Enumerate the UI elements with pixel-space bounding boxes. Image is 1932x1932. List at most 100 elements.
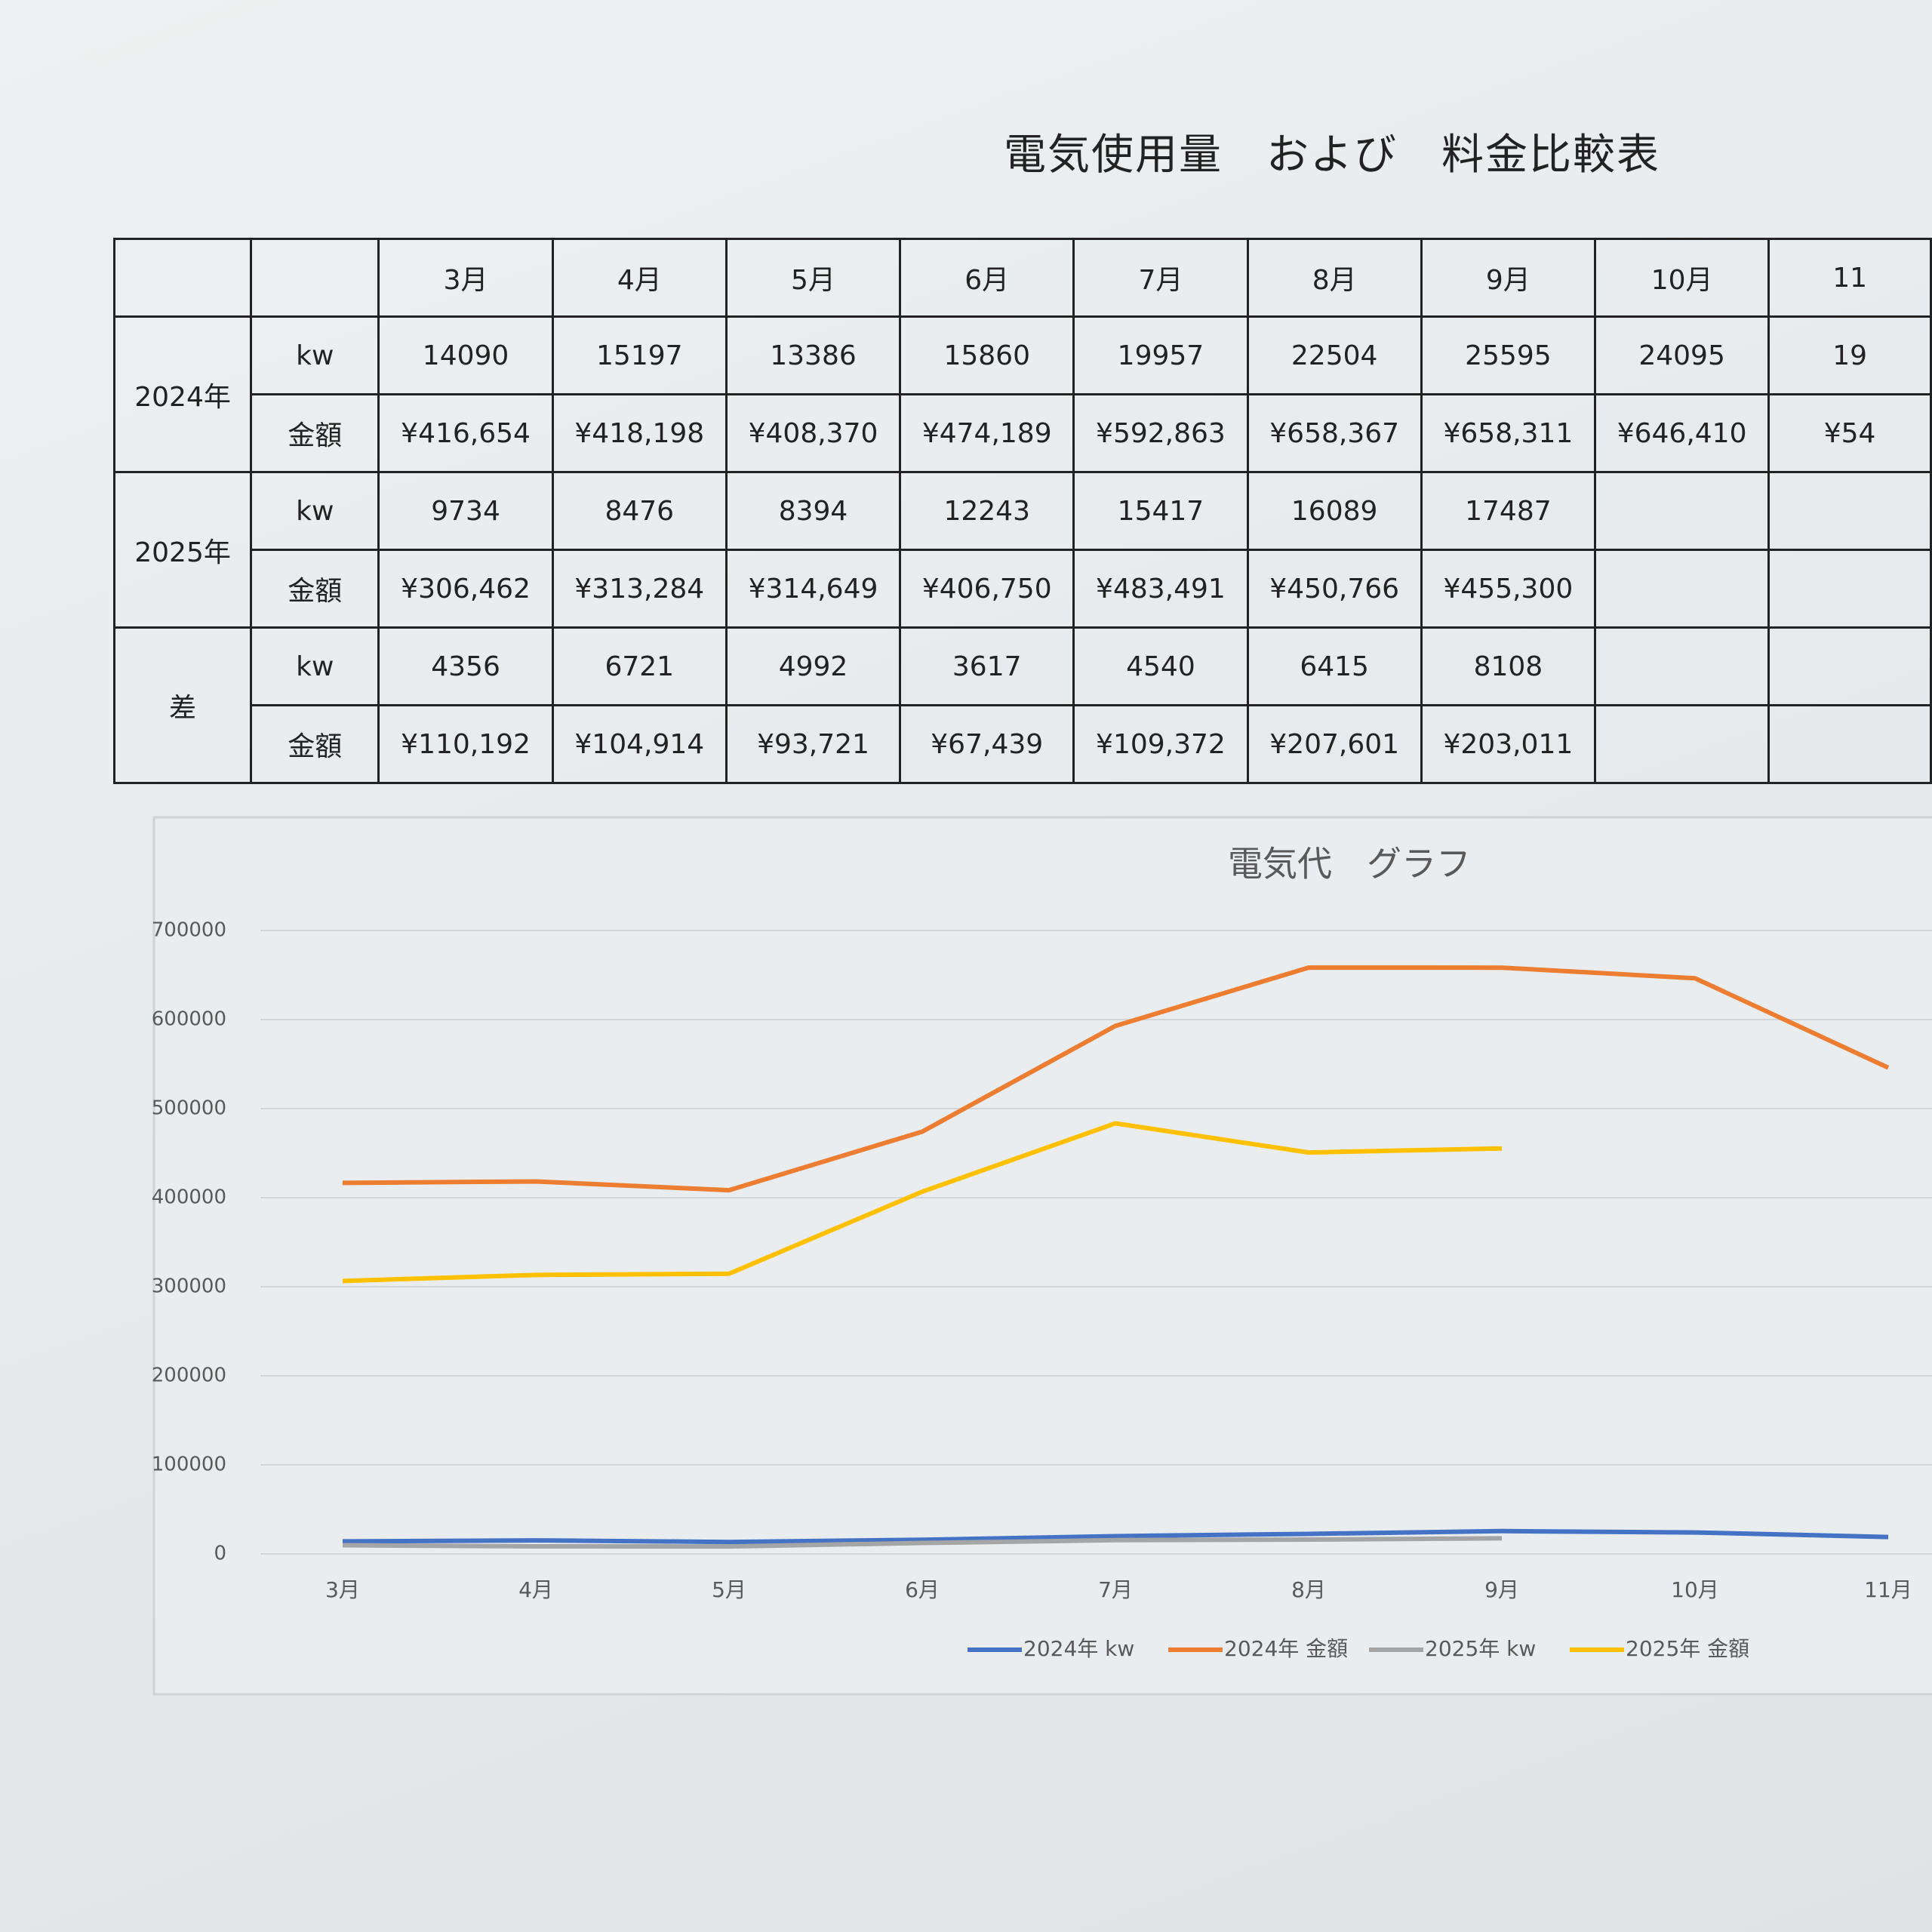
legend-label: 2025年 kw	[1425, 1636, 1536, 1661]
row-label: kw	[250, 626, 380, 706]
value-cell: 6721	[551, 626, 728, 706]
value-cell: 19957	[1072, 315, 1249, 395]
group-label: 2024年	[112, 315, 253, 473]
y-tick-label: 500000	[152, 1097, 226, 1120]
document-title: 電気使用量 および 料金比較表	[1004, 131, 1660, 180]
value-cell	[1767, 704, 1932, 784]
legend-label: 2025年 金額	[1626, 1636, 1749, 1661]
value-cell	[1767, 549, 1932, 629]
value-cell: 22504	[1246, 315, 1423, 395]
x-tick-label: 9月	[1484, 1577, 1519, 1602]
chart-title: 電気代 グラフ	[1228, 844, 1471, 884]
table-row: 金額 ¥416,654 ¥418,198 ¥408,370 ¥474,189 ¥592,8…	[115, 393, 1932, 473]
y-tick-label: 100000	[152, 1454, 226, 1476]
value-cell: ¥110,192	[377, 704, 554, 784]
value-cell	[1593, 549, 1770, 629]
column-header: 4月	[551, 238, 728, 318]
y-tick-label: 700000	[152, 919, 226, 942]
value-cell: ¥93,721	[724, 704, 902, 784]
chart-area	[152, 816, 1932, 1696]
value-cell: ¥203,011	[1420, 704, 1596, 784]
x-tick-label: 10月	[1671, 1577, 1719, 1602]
value-cell: 8108	[1420, 626, 1596, 706]
column-header: 9月	[1420, 238, 1596, 318]
data-line	[342, 965, 1890, 1193]
value-cell: 15860	[899, 315, 1075, 395]
value-cell: 15197	[551, 315, 728, 395]
x-tick-label: 8月	[1291, 1577, 1326, 1602]
corner-cell	[112, 238, 253, 318]
value-cell: 16089	[1246, 471, 1423, 551]
value-cell: ¥646,410	[1593, 393, 1770, 473]
legend-label: 2024年 kw	[1023, 1636, 1134, 1661]
value-cell: 17487	[1420, 471, 1596, 551]
value-cell: ¥109,372	[1072, 704, 1249, 784]
y-tick-label: 0	[214, 1543, 226, 1565]
y-tick-label: 200000	[152, 1364, 226, 1387]
table-row: 2024年 kw 14090 15197 13386 15860 19957 22504 255…	[112, 315, 1932, 473]
data-line	[342, 1528, 1889, 1545]
table-row: 差 kw 4356 6721 4992 3617 4540 6415 8108	[112, 626, 1932, 784]
value-cell: ¥207,601	[1246, 704, 1423, 784]
value-cell: ¥306,462	[377, 549, 554, 629]
x-tick-label: 3月	[325, 1577, 360, 1602]
value-cell: ¥450,766	[1246, 549, 1423, 629]
value-cell	[1593, 704, 1770, 784]
value-cell: ¥104,914	[551, 704, 728, 784]
x-tick-label: 5月	[712, 1577, 746, 1602]
value-cell: 14090	[377, 315, 554, 395]
row-label: 金額	[250, 704, 380, 784]
group-label: 差	[112, 626, 253, 784]
y-tick-label: 300000	[152, 1275, 226, 1298]
group-label: 2025年	[112, 471, 253, 629]
value-cell: ¥406,750	[899, 549, 1075, 629]
y-tick-label: 400000	[152, 1186, 226, 1209]
data-line	[342, 1121, 1503, 1284]
value-cell: 4992	[724, 626, 902, 706]
value-cell: ¥658,311	[1420, 393, 1596, 473]
row-label: kw	[250, 471, 380, 551]
value-cell: ¥314,649	[724, 549, 902, 629]
table-row: 2025年 kw 9734 8476 8394 12243 15417 16089 17487	[112, 471, 1932, 629]
value-cell: 4540	[1072, 626, 1249, 706]
value-cell: 15417	[1072, 471, 1249, 551]
value-cell: 3617	[899, 626, 1075, 706]
value-cell: 24095	[1593, 315, 1770, 395]
value-cell: 9734	[377, 471, 554, 551]
value-cell: ¥67,439	[899, 704, 1075, 784]
value-cell: ¥313,284	[551, 549, 728, 629]
value-cell: 12243	[899, 471, 1075, 551]
value-cell	[1593, 626, 1770, 706]
legend-label: 2024年 金額	[1224, 1636, 1348, 1661]
comparison-table: 3月 4月 5月 6月 7月 8月 9月 10月 11 2024年 kw 14090 15197 1338…	[112, 238, 1932, 784]
data-line	[342, 1536, 1503, 1549]
x-tick-label: 7月	[1098, 1577, 1133, 1602]
value-cell	[1593, 471, 1770, 551]
x-tick-label: 4月	[518, 1577, 553, 1602]
value-cell: ¥408,370	[724, 393, 902, 473]
value-cell: 8476	[551, 471, 728, 551]
table-row: 金額 ¥306,462 ¥313,284 ¥314,649 ¥406,750 ¥483,4…	[115, 549, 1932, 629]
corner-cell	[250, 238, 380, 318]
column-header: 3月	[377, 238, 554, 318]
value-cell: 4356	[377, 626, 554, 706]
column-header: 6月	[899, 238, 1075, 318]
column-header: 7月	[1072, 238, 1249, 318]
column-header: 11	[1767, 238, 1932, 318]
value-cell: ¥592,863	[1072, 393, 1249, 473]
table-row: 金額 ¥110,192 ¥104,914 ¥93,721 ¥67,439 ¥109,372…	[115, 704, 1932, 784]
value-cell: ¥483,491	[1072, 549, 1249, 629]
value-cell: ¥418,198	[551, 393, 728, 473]
value-cell: ¥474,189	[899, 393, 1075, 473]
column-header: 10月	[1593, 238, 1770, 318]
row-label: kw	[250, 315, 380, 395]
value-cell: 25595	[1420, 315, 1596, 395]
value-cell: ¥455,300	[1420, 549, 1596, 629]
value-cell	[1767, 626, 1932, 706]
row-label: 金額	[250, 393, 380, 473]
value-cell: ¥54	[1767, 393, 1932, 473]
x-tick-label: 11月	[1864, 1577, 1912, 1602]
value-cell	[1767, 471, 1932, 551]
